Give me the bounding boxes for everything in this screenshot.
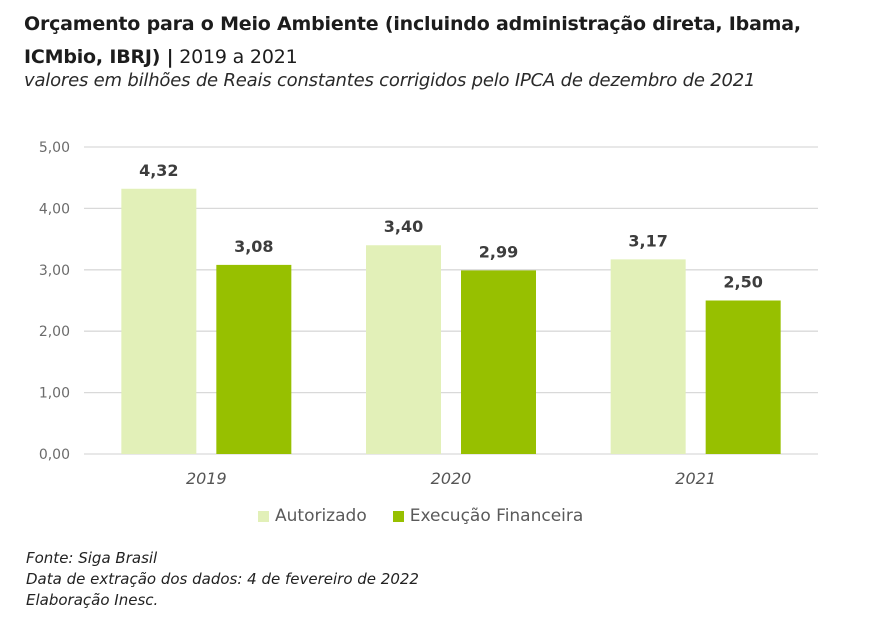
data-label: 3,17 — [628, 231, 667, 250]
legend-swatch-execucao — [392, 510, 404, 522]
data-label: 2,99 — [479, 242, 518, 261]
chart-subtitle: valores em bilhões de Reais constantes c… — [24, 70, 756, 91]
chart-title-main: Orçamento para o Meio Ambiente (incluind… — [24, 13, 801, 68]
bar-execução-2019 — [216, 264, 292, 454]
legend-item-autorizado: Autorizado — [258, 506, 367, 526]
y-tick-label: 4,00 — [39, 201, 70, 217]
y-axis-ticks: 0,00 1,00 2,00 3,00 4,00 5,00 — [39, 140, 70, 463]
x-axis-categories: 2019 2020 2021 — [186, 469, 716, 488]
chart-title-years: 2019 a 2021 — [173, 46, 298, 68]
chart-title: Orçamento para o Meio Ambiente (incluind… — [24, 8, 884, 74]
data-label: 2,50 — [723, 273, 762, 292]
bar-execução-2021 — [705, 300, 781, 454]
data-labels: 4,32 3,08 3,40 2,99 3,17 2,50 — [139, 161, 763, 292]
y-tick-label: 0,00 — [39, 447, 70, 463]
data-label: 3,40 — [384, 217, 423, 236]
x-category-label: 2020 — [431, 469, 472, 488]
y-tick-label: 5,00 — [39, 140, 70, 156]
legend-label-execucao: Execução Financeira — [409, 506, 584, 526]
legend-swatch-autorizado — [258, 510, 269, 522]
bar-execução-2020 — [461, 270, 536, 454]
legend-label-autorizado: Autorizado — [275, 506, 367, 526]
extraction-date-note: Data de extração dos dados: 4 de feverei… — [26, 570, 419, 588]
bar-autorizado-2021 — [610, 259, 686, 454]
x-category-label: 2021 — [675, 469, 716, 488]
x-category-label: 2019 — [186, 469, 227, 488]
y-tick-label: 2,00 — [39, 324, 70, 340]
chart-footer: Fonte: Siga Brasil Data de extração dos … — [26, 548, 419, 611]
y-tick-label: 1,00 — [39, 386, 70, 402]
bar-chart: 0,00 1,00 2,00 3,00 4,00 5,00 4,32 3,08 3,40 2,9… — [39, 140, 818, 488]
bar-autorizado-2019 — [121, 188, 197, 454]
legend-item-execucao: Execução Financeira — [392, 506, 584, 526]
source-note: Fonte: Siga Brasil — [26, 549, 158, 567]
gridlines — [84, 146, 818, 455]
credits-note: Elaboração Inesc. — [26, 591, 159, 609]
bars — [121, 188, 781, 454]
y-tick-label: 3,00 — [39, 263, 70, 279]
data-label: 4,32 — [139, 161, 178, 180]
legend: Autorizado Execução Financeira — [258, 506, 583, 526]
bar-autorizado-2020 — [366, 245, 441, 454]
data-label: 3,08 — [234, 237, 273, 256]
